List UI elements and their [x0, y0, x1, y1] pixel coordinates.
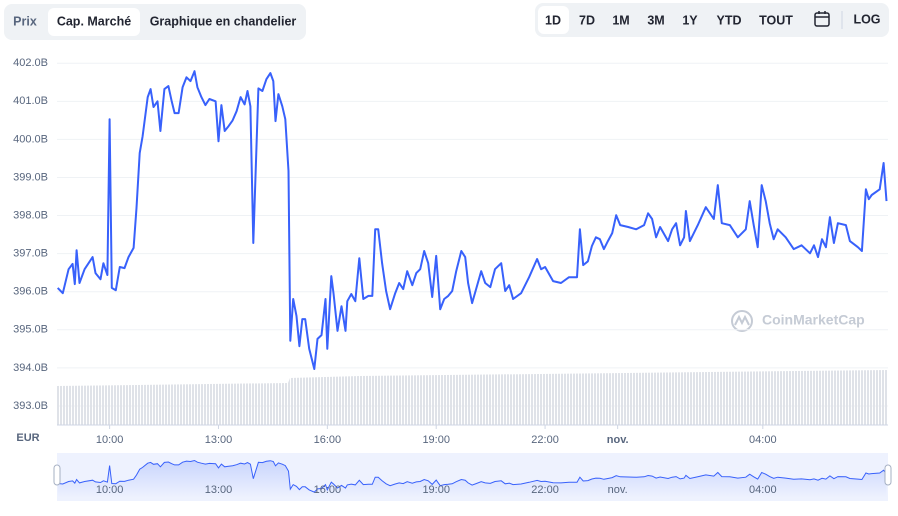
range-button[interactable]: 1Y: [682, 13, 698, 27]
price-line: [56, 70, 888, 370]
tab[interactable]: Graphique en chandelier: [150, 14, 297, 28]
x-tick-label: 04:00: [749, 434, 777, 446]
range-button[interactable]: 3M: [647, 13, 664, 27]
x-tick-label: 13:00: [205, 434, 233, 446]
volume-band: [57, 370, 888, 425]
y-tick-label: 401.0B: [13, 95, 48, 107]
navigator-handle[interactable]: [884, 464, 892, 486]
navigator-tick-label: 19:00: [422, 484, 450, 496]
range-button[interactable]: 1M: [612, 13, 629, 27]
tab[interactable]: Prix: [13, 14, 37, 28]
navigator-tick-label: 04:00: [749, 484, 777, 496]
navigator-tick-label: 22:00: [531, 484, 559, 496]
navigator-tick-label: 13:00: [205, 484, 233, 496]
navigator-tick-label: nov.: [608, 484, 628, 496]
y-tick-label: 396.0B: [13, 286, 48, 298]
watermark-logo: [731, 310, 753, 332]
navigator-area: [57, 460, 887, 498]
navigator-line: [57, 459, 887, 493]
y-tick-label: 402.0B: [13, 57, 48, 69]
range-button[interactable]: TOUT: [759, 13, 793, 27]
tab[interactable]: Cap. Marché: [57, 14, 131, 28]
navigator-handle[interactable]: [53, 464, 61, 486]
y-tick-label: 400.0B: [13, 133, 48, 145]
x-tick-label: 19:00: [422, 434, 450, 446]
y-tick-label: 393.0B: [13, 400, 48, 412]
x-tick-label: 10:00: [96, 434, 124, 446]
log-button[interactable]: LOG: [853, 12, 880, 26]
currency-label: EUR: [16, 432, 39, 444]
y-tick-label: 394.0B: [13, 362, 48, 374]
range-active[interactable]: [538, 6, 569, 34]
range-button[interactable]: 1D: [545, 13, 561, 27]
navigator-tick-label: 10:00: [96, 484, 124, 496]
watermark: CoinMarketCap: [762, 312, 865, 328]
y-tick-label: 398.0B: [13, 209, 48, 221]
y-tick-label: 399.0B: [13, 171, 48, 183]
tab-active[interactable]: [48, 8, 140, 36]
x-tick-label: 16:00: [314, 434, 342, 446]
y-tick-label: 397.0B: [13, 248, 48, 260]
x-tick-label: nov.: [607, 434, 629, 446]
y-tick-label: 395.0B: [13, 324, 48, 336]
range-button[interactable]: YTD: [717, 13, 742, 27]
calendar-icon[interactable]: [814, 11, 830, 27]
navigator-tick-label: 16:00: [314, 484, 342, 496]
x-tick-label: 22:00: [531, 434, 559, 446]
range-button[interactable]: 7D: [579, 13, 595, 27]
range-group: [535, 3, 889, 37]
